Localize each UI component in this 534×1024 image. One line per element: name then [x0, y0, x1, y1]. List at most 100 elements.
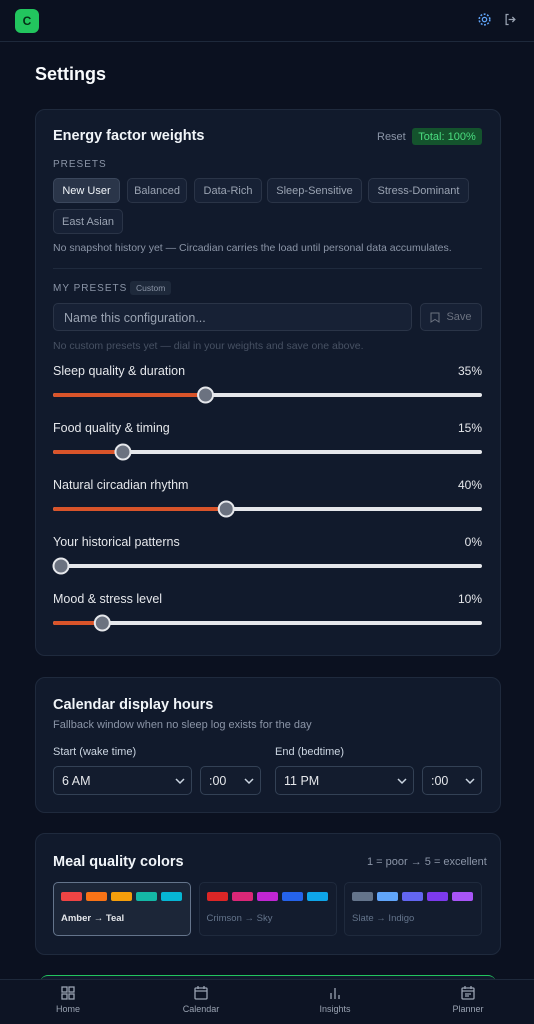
total-badge: Total: 100% [412, 128, 482, 145]
preset-button[interactable]: Data-Rich [194, 178, 262, 203]
select-value: :00 [209, 773, 227, 788]
logo[interactable]: C [15, 9, 39, 33]
note: No snapshot history yet — Circadian carr… [53, 242, 452, 254]
slider-value: 15% [458, 421, 482, 435]
slider-fill [53, 393, 206, 397]
select[interactable]: 11 PM [275, 766, 414, 795]
swatch [86, 892, 107, 901]
field-label: Start (wake time) [53, 746, 137, 758]
nav-item[interactable]: Insights [295, 985, 375, 1014]
divider [53, 268, 482, 269]
select-value: :00 [431, 773, 449, 788]
slider-track [53, 621, 482, 625]
subtitle: Fallback window when no sleep log exists… [53, 719, 312, 731]
preset-button[interactable]: East Asian [53, 209, 123, 234]
palette-name: Crimson → Sky [206, 913, 273, 924]
chevron [397, 778, 407, 785]
slider-thumb[interactable] [114, 443, 132, 461]
card-title: Calendar display hours [53, 697, 214, 713]
slider-label: Mood & stress level [53, 592, 162, 606]
swatch [402, 892, 423, 901]
slider-thumb[interactable] [52, 557, 70, 575]
chevron [175, 778, 185, 785]
preset-button[interactable]: Stress-Dominant [368, 178, 469, 203]
chevron [465, 778, 475, 785]
save-button[interactable]: Save [420, 303, 482, 331]
slider-value: 40% [458, 478, 482, 492]
nav-icon [61, 986, 75, 1000]
reset-button[interactable]: Reset [377, 131, 406, 143]
field-label: End (bedtime) [275, 746, 345, 758]
card-title: Energy factor weights [53, 128, 205, 144]
nav-icon [194, 986, 208, 1000]
select[interactable]: :00 [422, 766, 482, 795]
slider-thumb[interactable] [197, 386, 215, 404]
slider-label: Sleep quality & duration [53, 364, 185, 378]
header [0, 0, 534, 42]
palette-name: Amber → Teal [61, 913, 125, 924]
slider-fill [53, 507, 227, 511]
slider-label: Your historical patterns [53, 535, 180, 549]
preset-button[interactable]: Sleep-Sensitive [267, 178, 362, 203]
section-label: PRESETS [53, 159, 107, 170]
swatch [206, 892, 228, 901]
swatch [427, 892, 448, 901]
section-label: MY PRESETS [53, 283, 128, 294]
empty-note: No custom presets yet — dial in your wei… [53, 340, 364, 352]
page-title: Settings [35, 64, 107, 84]
nav-label: Planner [452, 1004, 484, 1014]
nav-label: Home [55, 1004, 80, 1014]
slider-value: 0% [465, 535, 483, 549]
bottom-nav [0, 979, 534, 1024]
nav-icon [461, 986, 475, 1000]
slider-fill [53, 450, 123, 454]
slider-track [53, 450, 482, 454]
swatch [256, 892, 278, 901]
palette-option[interactable]: Amber → Teal [53, 882, 191, 936]
swatch [306, 892, 328, 901]
slider-thumb[interactable] [93, 614, 111, 632]
slider-label: Food quality & timing [53, 421, 170, 435]
slider-track [53, 564, 482, 568]
select-value: 11 PM [284, 773, 320, 788]
swatch [231, 892, 253, 901]
chevron [244, 778, 254, 785]
slider-value: 10% [458, 592, 482, 606]
preset-button[interactable]: Balanced [127, 178, 187, 203]
nav-icon [330, 988, 340, 999]
swatch [377, 892, 398, 901]
swatch [161, 892, 182, 901]
preset-name-input[interactable]: Name this configuration... [53, 303, 412, 331]
swatch [352, 892, 373, 901]
palette-name: Slate → Indigo [352, 913, 415, 924]
nav-item[interactable]: Calendar [161, 985, 241, 1014]
nav-label: Insights [319, 1004, 351, 1014]
settings-icon[interactable] [477, 12, 492, 27]
swatch [61, 892, 82, 901]
save-label: Save [446, 311, 472, 323]
nav-item[interactable]: Home [28, 985, 108, 1014]
slider-value: 35% [458, 364, 482, 378]
select-value: 6 AM [62, 773, 91, 788]
nav-label: Calendar [182, 1004, 220, 1014]
preset-button[interactable]: New User [53, 178, 120, 203]
select[interactable]: 6 AM [53, 766, 192, 795]
swatch [281, 892, 303, 901]
swatch [452, 892, 473, 901]
scale-note: 1 = poor → 5 = excellent [367, 856, 487, 868]
palette-option[interactable]: Crimson → Sky [198, 882, 337, 936]
slider-label: Natural circadian rhythm [53, 478, 188, 492]
card-title: Meal quality colors [53, 854, 184, 870]
swatch [111, 892, 132, 901]
select[interactable]: :00 [200, 766, 261, 795]
slider-fill [53, 621, 103, 625]
sliders: Sleep quality & duration 35% Food quality … [52, 364, 483, 632]
nav-item[interactable]: Planner [428, 985, 508, 1014]
logout-icon[interactable] [503, 12, 518, 27]
custom-badge: Custom [130, 281, 172, 295]
save-icon [430, 312, 440, 323]
swatch [136, 892, 157, 901]
palette-option[interactable]: Slate → Indigo [344, 882, 482, 936]
slider-thumb[interactable] [217, 500, 235, 518]
